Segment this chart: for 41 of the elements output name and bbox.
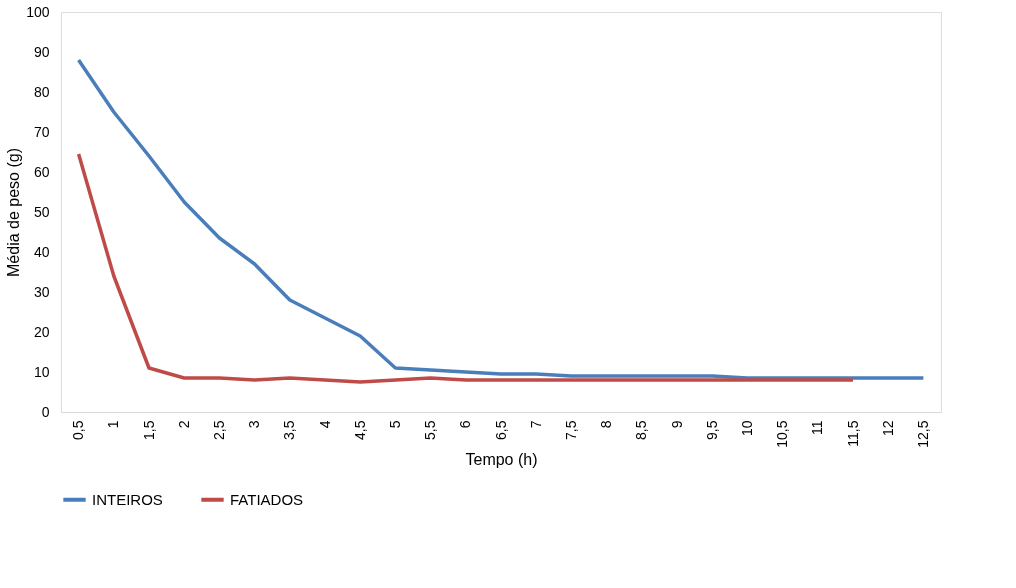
x-tick-label: 10 xyxy=(738,420,755,437)
x-tick-label: 1,5 xyxy=(140,420,157,440)
x-tick-label: 4,5 xyxy=(351,420,368,440)
y-tick-label: 80 xyxy=(33,83,50,100)
x-tick-label: 3 xyxy=(246,420,263,429)
x-tick-label: 8,5 xyxy=(633,420,650,440)
x-tick-label: 8 xyxy=(598,420,615,429)
x-tick-label: 7,5 xyxy=(562,420,579,440)
y-tick-label: 90 xyxy=(33,43,50,60)
y-axis-title: Média de peso (g) xyxy=(5,148,23,277)
x-axis-title: Tempo (h) xyxy=(465,450,538,468)
x-tick-label: 6 xyxy=(457,420,474,429)
y-tick-label: 10 xyxy=(33,363,50,380)
y-tick-label: 60 xyxy=(33,163,50,180)
y-tick-label: 50 xyxy=(33,203,50,220)
x-tick-label: 2 xyxy=(175,420,192,429)
x-tick-label: 12,5 xyxy=(914,420,931,448)
x-tick-label: 4 xyxy=(316,420,333,429)
y-tick-label: 20 xyxy=(33,323,50,340)
y-tick-label: 0 xyxy=(41,403,50,420)
x-tick-label: 10,5 xyxy=(774,420,791,448)
x-tick-label: 11,5 xyxy=(844,420,861,447)
x-tick-label: 9,5 xyxy=(703,420,720,440)
x-tick-label: 5,5 xyxy=(422,420,439,440)
y-tick-label: 100 xyxy=(26,3,50,20)
y-tick-label: 70 xyxy=(33,123,50,140)
y-tick-label: 30 xyxy=(33,283,50,300)
x-tick-label: 2,5 xyxy=(210,420,227,440)
legend-label: INTEIROS xyxy=(92,490,163,508)
x-tick-label: 7 xyxy=(527,420,544,429)
x-tick-label: 0,5 xyxy=(70,420,87,440)
y-tick-label: 40 xyxy=(33,243,50,260)
x-tick-label: 9 xyxy=(668,420,685,429)
x-tick-label: 1 xyxy=(105,420,122,429)
line-series xyxy=(76,152,855,384)
x-tick-label: 3,5 xyxy=(281,420,298,440)
x-tick-label: 6,5 xyxy=(492,420,509,440)
legend-label: FATIADOS xyxy=(230,490,304,508)
x-tick-label: 5 xyxy=(386,420,403,429)
x-tick-label: 12 xyxy=(879,420,896,437)
x-tick-label: 11 xyxy=(809,420,826,436)
